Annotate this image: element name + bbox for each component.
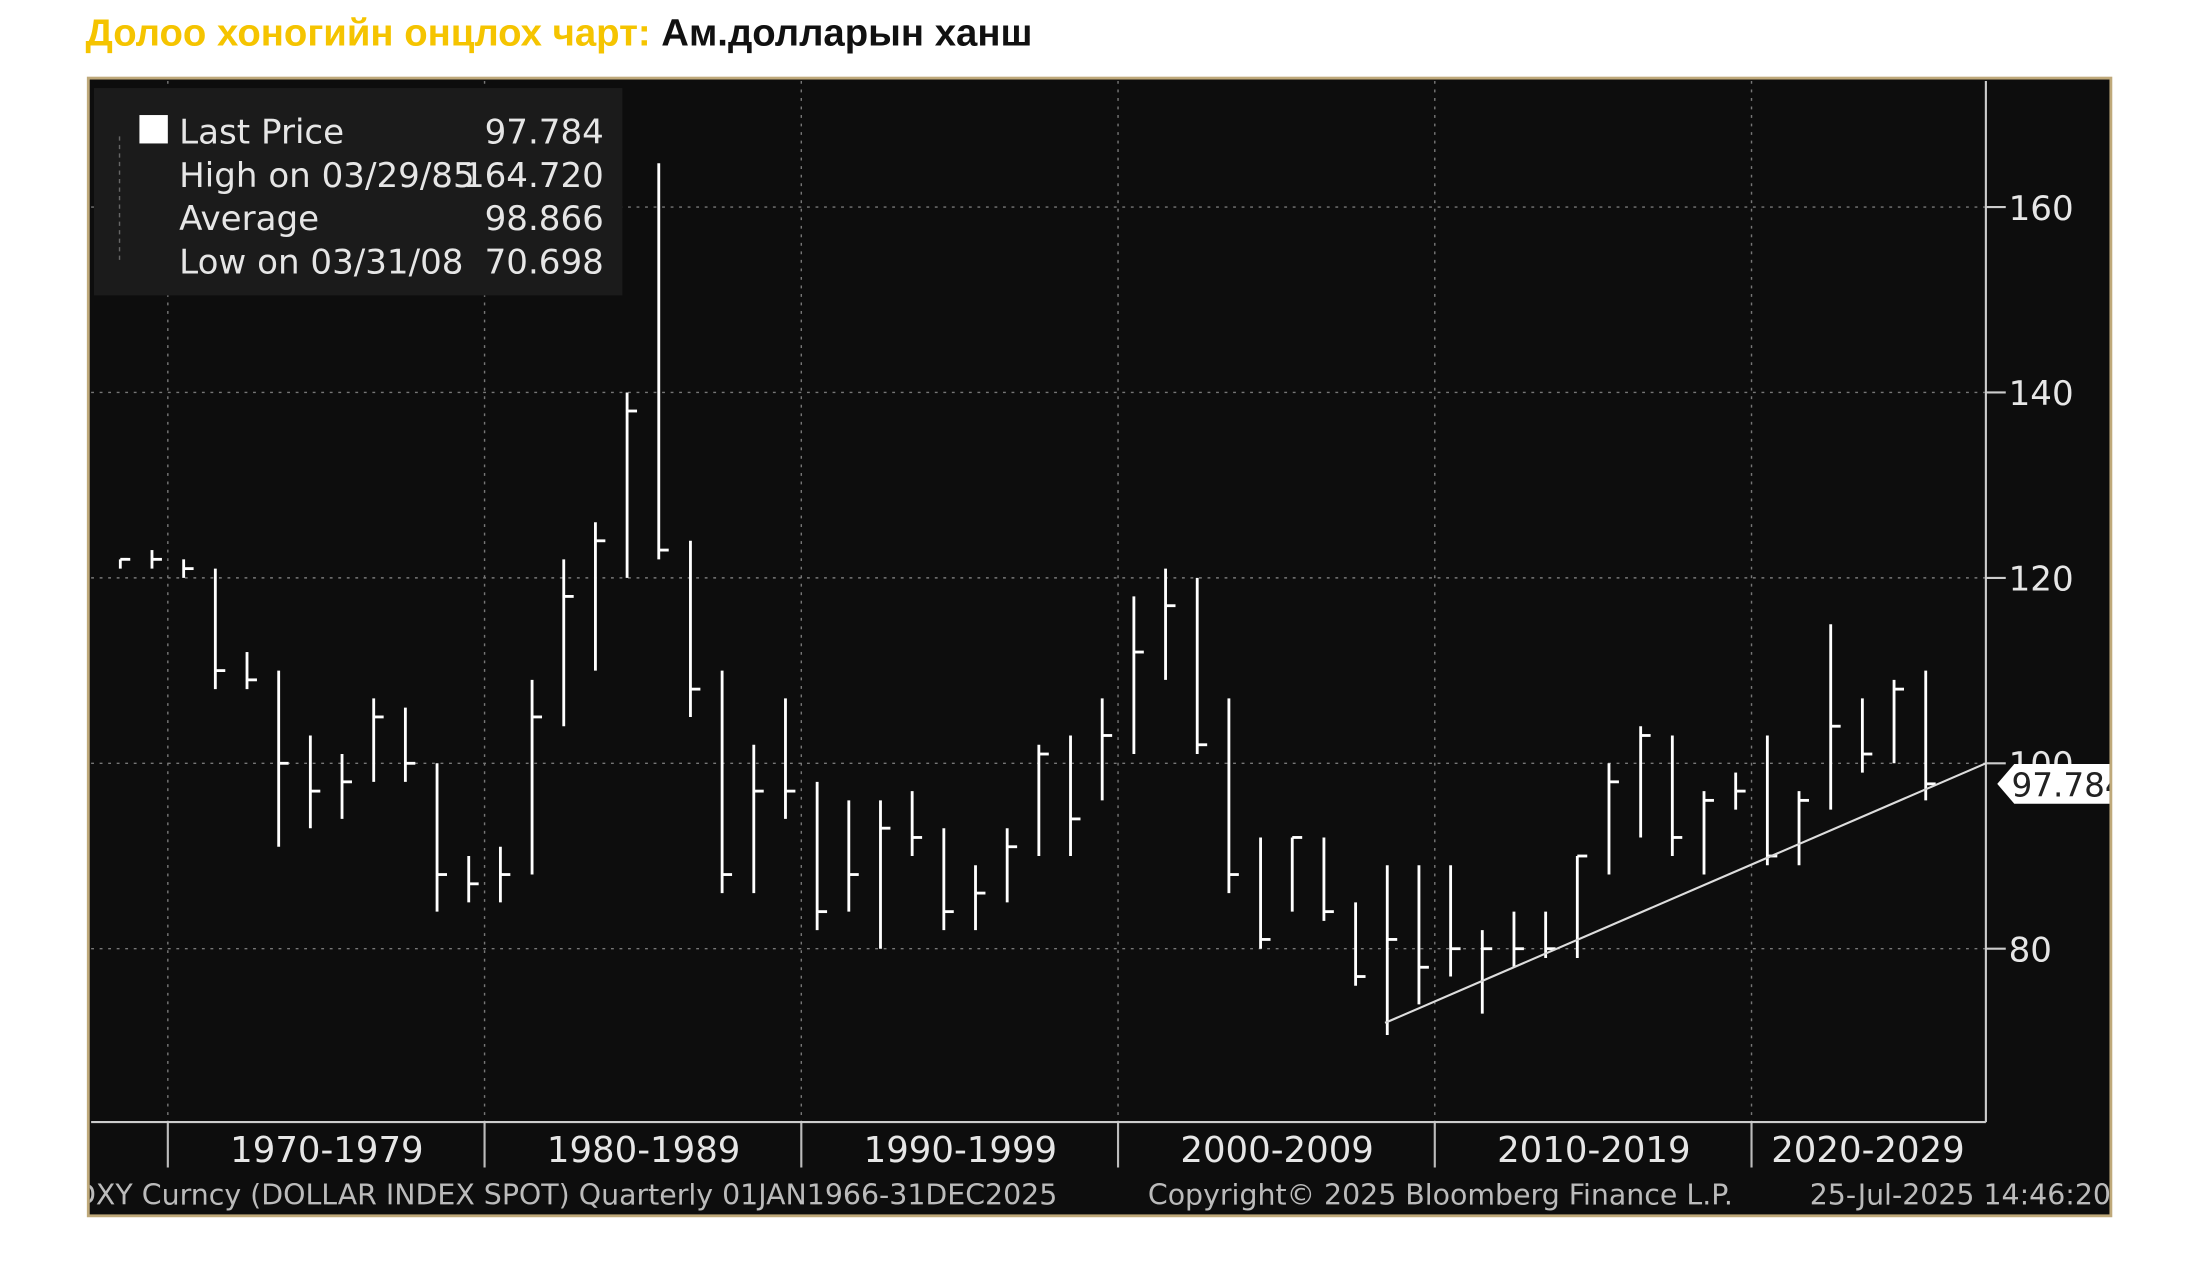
x-tick-label: 2020-2029 (1771, 1130, 1965, 1171)
legend-value: 164.720 (463, 156, 604, 196)
footer-source: DXY Curncy (DOLLAR INDEX SPOT) Quarterly… (74, 1178, 1057, 1211)
title: Долоо хоногийн онцлох чарт: (85, 11, 650, 54)
legend-label: Last Price (179, 112, 344, 152)
y-tick-label: 140 (2009, 374, 2074, 414)
x-tick-label: 2010-2019 (1497, 1130, 1691, 1171)
subtitle: Ам.долларын ханш (661, 11, 1032, 54)
last-price-label: 97.784 (2011, 767, 2125, 805)
y-tick-label: 120 (2009, 560, 2074, 600)
legend-value: 97.784 (485, 112, 604, 152)
x-tick-label: 1990-1999 (864, 1130, 1058, 1171)
footer-timestamp: 25-Jul-2025 14:46:20 (1810, 1178, 2111, 1211)
trendline (1384, 762, 1987, 1024)
x-tick-label: 2000-2009 (1180, 1130, 1374, 1171)
legend-label: High on 03/29/85 (179, 156, 475, 196)
x-tick-label: 1980-1989 (547, 1130, 741, 1171)
legend-value: 70.698 (485, 242, 604, 282)
plot: 1970-1979 1980-1989 1990-1999 2000-2009 2010… (74, 80, 2125, 1211)
legend-box (93, 88, 623, 296)
legend-value: 98.866 (485, 199, 604, 239)
legend-swatch (139, 115, 168, 144)
x-tick-label: 1970-1979 (230, 1130, 424, 1171)
legend-label: Average (179, 199, 319, 239)
footer-copyright: Copyright© 2025 Bloomberg Finance L.P. (1148, 1178, 1733, 1211)
y-tick-label: 160 (2009, 189, 2074, 229)
legend-label: Low on 03/31/08 (179, 242, 463, 282)
last-price-tag (1997, 763, 2110, 804)
y-tick-label: 80 (2009, 930, 2052, 970)
chart-title: Долоо хоногийн онцлох чарт: Ам.долларын … (85, 11, 1032, 54)
